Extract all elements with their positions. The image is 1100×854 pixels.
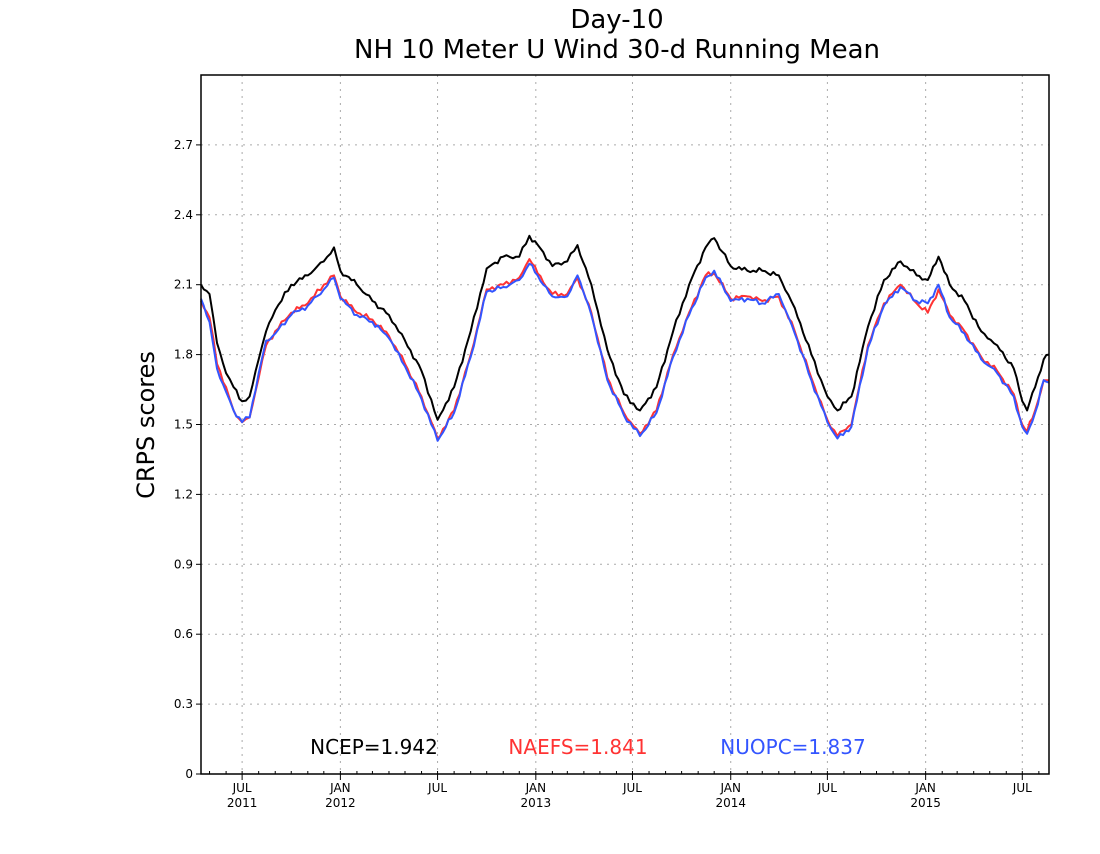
series-stats: NCEP=1.942 NAEFS=1.841 NUOPC=1.837 <box>310 735 866 759</box>
x-tick-month-label: JAN <box>525 781 547 795</box>
series-line-ncep <box>200 234 1050 421</box>
y-tick-label: 2.7 <box>174 138 193 152</box>
x-tick-month-label: JAN <box>329 781 351 795</box>
y-tick-label: 0.9 <box>174 557 193 571</box>
y-axis-label: CRPS scores <box>132 351 160 499</box>
x-tick-year-label: 2012 <box>325 796 356 810</box>
series-stat-ncep: NCEP=1.942 <box>310 735 438 759</box>
y-tick-label: 1.8 <box>174 348 193 362</box>
x-tick-month-label: JUL <box>232 781 252 795</box>
y-tick-label: 1.5 <box>174 418 193 432</box>
series-line-naefs <box>200 258 1050 440</box>
x-tick-year-label: 2014 <box>715 796 746 810</box>
series-stat-nuopc: NUOPC=1.837 <box>720 735 865 759</box>
series-line-nuopc <box>200 262 1050 442</box>
y-tick-label: 2.1 <box>174 278 193 292</box>
y-tick-label: 0.3 <box>174 697 193 711</box>
x-tick-month-label: JUL <box>1012 781 1032 795</box>
x-tick-month-label: JAN <box>914 781 936 795</box>
y-tick-label: 0.6 <box>174 627 193 641</box>
axis-ticks: 00.30.60.91.21.51.82.12.42.7JUL2011JAN20… <box>174 138 1040 810</box>
x-tick-month-label: JUL <box>817 781 837 795</box>
data-series <box>200 234 1050 442</box>
y-tick-label: 0 <box>185 767 193 781</box>
x-tick-month-label: JUL <box>622 781 642 795</box>
x-tick-month-label: JAN <box>719 781 741 795</box>
y-tick-label: 1.2 <box>174 487 193 501</box>
x-tick-year-label: 2015 <box>910 796 941 810</box>
x-tick-year-label: 2011 <box>227 796 258 810</box>
chart-title: Day-10 <box>570 5 663 35</box>
plot-frame <box>200 74 1050 775</box>
y-tick-label: 2.4 <box>174 208 193 222</box>
x-tick-month-label: JUL <box>427 781 447 795</box>
grid-lines <box>201 75 1049 774</box>
series-stat-naefs: NAEFS=1.841 <box>508 735 647 759</box>
chart-subtitle: NH 10 Meter U Wind 30-d Running Mean <box>354 35 880 65</box>
x-tick-year-label: 2013 <box>521 796 552 810</box>
